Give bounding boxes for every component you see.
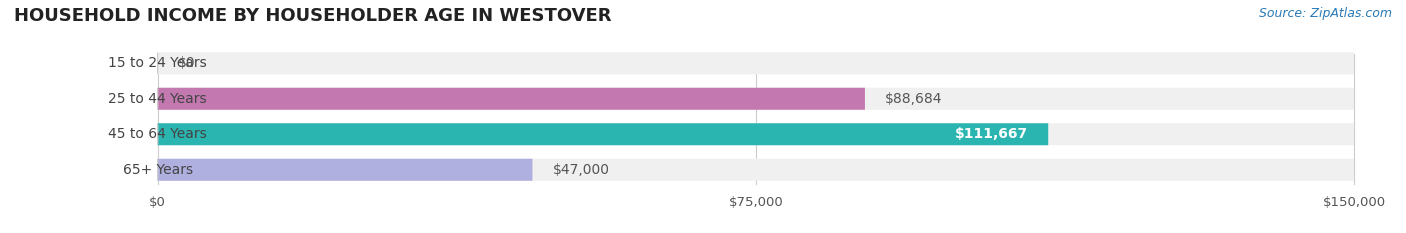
Text: $88,684: $88,684: [884, 92, 942, 106]
FancyBboxPatch shape: [157, 123, 1354, 145]
Text: HOUSEHOLD INCOME BY HOUSEHOLDER AGE IN WESTOVER: HOUSEHOLD INCOME BY HOUSEHOLDER AGE IN W…: [14, 7, 612, 25]
Text: 65+ Years: 65+ Years: [122, 163, 193, 177]
Text: Source: ZipAtlas.com: Source: ZipAtlas.com: [1258, 7, 1392, 20]
FancyBboxPatch shape: [157, 123, 1049, 145]
FancyBboxPatch shape: [157, 159, 533, 181]
FancyBboxPatch shape: [157, 159, 1354, 181]
Text: 45 to 64 Years: 45 to 64 Years: [108, 127, 207, 141]
Text: $111,667: $111,667: [955, 127, 1028, 141]
FancyBboxPatch shape: [157, 88, 1354, 110]
Text: $0: $0: [177, 56, 195, 70]
FancyBboxPatch shape: [157, 52, 1354, 74]
Text: 25 to 44 Years: 25 to 44 Years: [108, 92, 207, 106]
Text: 15 to 24 Years: 15 to 24 Years: [108, 56, 207, 70]
FancyBboxPatch shape: [157, 88, 865, 110]
Text: $47,000: $47,000: [553, 163, 609, 177]
